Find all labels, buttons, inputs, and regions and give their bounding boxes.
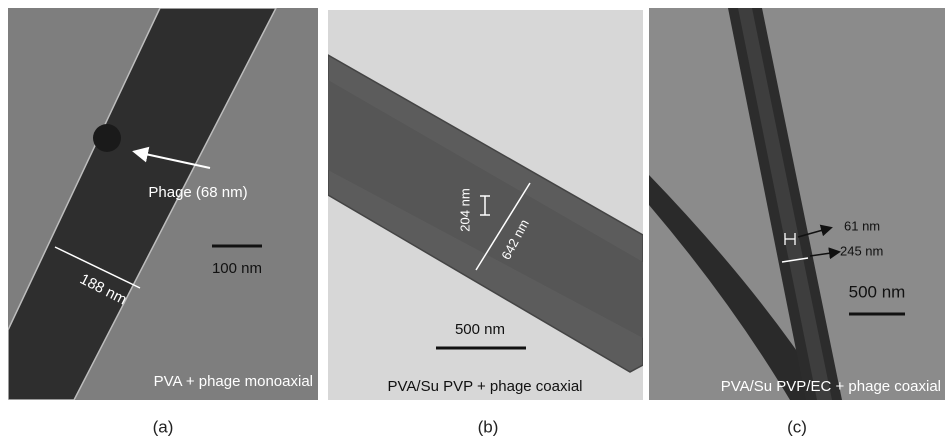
annotation: 204 nm (457, 188, 472, 231)
panel-label: PVA/Su PVP + phage coaxial (388, 378, 583, 395)
annotation: Phage (68 nm) (148, 184, 247, 201)
panel-b: 204 nm 642 nm 500 nm PVA/Su PVP + phage … (328, 10, 643, 400)
caption: (c) (787, 417, 807, 436)
scale-label: 500 nm (455, 321, 505, 338)
caption: (b) (478, 417, 499, 436)
panel-c: 61 nm 245 nm 500 nm PVA/Su PVP/EC + phag… (649, 8, 945, 400)
caption: (a) (153, 417, 174, 436)
panel-label: PVA + phage monoaxial (154, 373, 313, 390)
scale-label: 500 nm (849, 282, 906, 301)
panel-a: Phage (68 nm) 188 nm 100 nm PVA + phage … (8, 8, 318, 400)
annotation: 61 nm (844, 218, 880, 233)
annotation: 245 nm (840, 243, 883, 258)
panel-label: PVA/Su PVP/EC + phage coaxial (721, 378, 941, 395)
scale-label: 100 nm (212, 260, 262, 277)
figure: Phage (68 nm) 188 nm 100 nm PVA + phage … (0, 0, 950, 440)
phage (93, 124, 121, 152)
